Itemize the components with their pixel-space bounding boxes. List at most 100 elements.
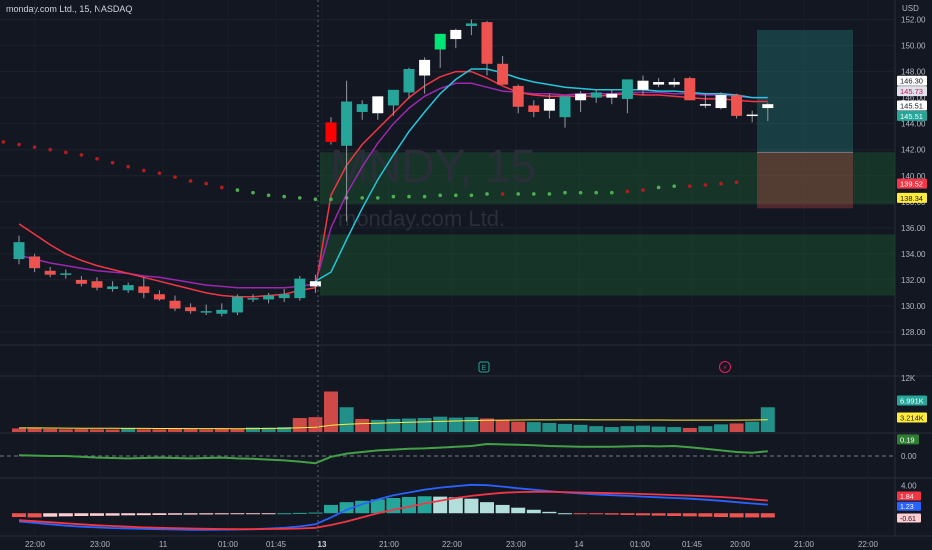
psar-dot (703, 183, 708, 187)
candle (263, 292, 275, 304)
candle (512, 84, 524, 114)
macd-histogram-bar (620, 513, 635, 515)
price-tick-label: 128.00 (901, 328, 926, 337)
time-tick-label: 22:00 (25, 540, 46, 549)
macd-histogram-bar (246, 513, 260, 515)
price-tick-label: 148.00 (901, 68, 926, 77)
psar-dot (610, 190, 614, 195)
volume-bar (12, 428, 26, 432)
volume-bar (698, 426, 713, 432)
psar-dot (641, 188, 645, 192)
macd-histogram-bar (417, 496, 432, 514)
macd-histogram-bar (573, 513, 588, 515)
volume-bar (604, 427, 619, 432)
watermark-company: monday.com Ltd. (338, 206, 505, 231)
position-box[interactable] (757, 29, 853, 209)
candle (606, 89, 618, 105)
candle-body (107, 286, 119, 290)
volume-bar (542, 423, 557, 432)
volume-bar (183, 429, 198, 432)
candle-body (575, 93, 587, 101)
candle (91, 277, 103, 291)
candle (387, 89, 399, 116)
time-axis[interactable]: 22:00 23:00 11 01:00 01:45 13 21:00 22:00 23:00 1… (25, 540, 879, 549)
signal-line (18, 490, 768, 531)
candle (590, 89, 602, 103)
time-tick-label: 01:45 (682, 540, 703, 549)
osc-label-bg (897, 434, 919, 445)
macd-histogram-bar (714, 513, 728, 518)
candle (185, 303, 197, 314)
candle-body (387, 89, 399, 106)
volume-bar (620, 426, 635, 432)
macd-histogram-bar (558, 513, 572, 515)
time-tick-label: 11 (159, 540, 168, 549)
psar-dot (407, 194, 411, 199)
volume-label: 6.991K (897, 395, 927, 406)
macd-histogram-bar (27, 513, 42, 518)
candle (13, 235, 25, 265)
candle (75, 276, 87, 287)
candle (450, 28, 462, 49)
candle-body (637, 80, 649, 90)
psar-dot (32, 145, 37, 149)
volume-bar (136, 429, 151, 432)
price-axis[interactable]: 152.00 150.00 148.00 146.00 144.00 142.00 140.… (897, 16, 927, 523)
macd-histogram-bar (495, 504, 510, 514)
candle-body (231, 296, 243, 313)
candle-body (356, 104, 368, 112)
candle-body (122, 285, 134, 291)
volume-bar (246, 427, 260, 432)
macd-histogram-bar (448, 497, 463, 514)
macd-histogram-bar (511, 507, 526, 514)
osc-label-text: 0.19 (900, 435, 915, 444)
volume-bar (464, 417, 479, 432)
macd-label-bg (897, 513, 921, 523)
price-tick-label: 130.00 (901, 302, 926, 311)
earnings-icon[interactable]: E (478, 361, 490, 373)
candle-body (309, 281, 321, 287)
macd-histogram-bar (667, 513, 682, 516)
volume-bar (682, 427, 697, 432)
psar-dot (298, 196, 302, 200)
volume-bar (370, 419, 385, 432)
candle-body (746, 114, 758, 117)
psar-dot (532, 192, 536, 196)
candle-body (590, 92, 602, 98)
psar-dot (220, 185, 224, 190)
macd-histogram-bar (636, 513, 650, 516)
volume-bar (58, 429, 73, 432)
price-label-text: 145.51 (900, 112, 923, 121)
volume-bar (152, 429, 167, 432)
currency-label: USD (902, 4, 919, 13)
candle-body (731, 95, 743, 116)
volume-bar (292, 418, 307, 432)
candle (169, 295, 181, 312)
macd-label-text: 1.23 (900, 504, 914, 511)
volume-bar (168, 428, 182, 432)
candle (200, 304, 212, 316)
volume-bar (121, 427, 136, 432)
macd-histogram-bar (292, 512, 307, 514)
candle (684, 76, 696, 101)
price-tick-label: 144.00 (901, 120, 926, 129)
psar-dot (438, 193, 443, 198)
volume-bar (308, 417, 323, 432)
volume-bar (636, 425, 650, 432)
macd-histogram-bar (90, 513, 104, 516)
psar-dot (251, 190, 255, 195)
macd-histogram-bar (214, 513, 229, 515)
macd-histogram-bar (682, 513, 697, 517)
macd-histogram-bar (526, 509, 541, 514)
volume-bar (589, 426, 604, 432)
volume-bar (261, 427, 276, 432)
price-label-bg (897, 178, 927, 189)
psar-dot (485, 192, 489, 196)
psar-dot (204, 181, 208, 186)
psar-dot (48, 147, 52, 152)
psar-dot (547, 192, 552, 196)
price-label: 145.51 (897, 110, 927, 121)
macd-histogram-bar (199, 513, 214, 515)
flash-icon[interactable]: ⚡ (719, 361, 731, 373)
